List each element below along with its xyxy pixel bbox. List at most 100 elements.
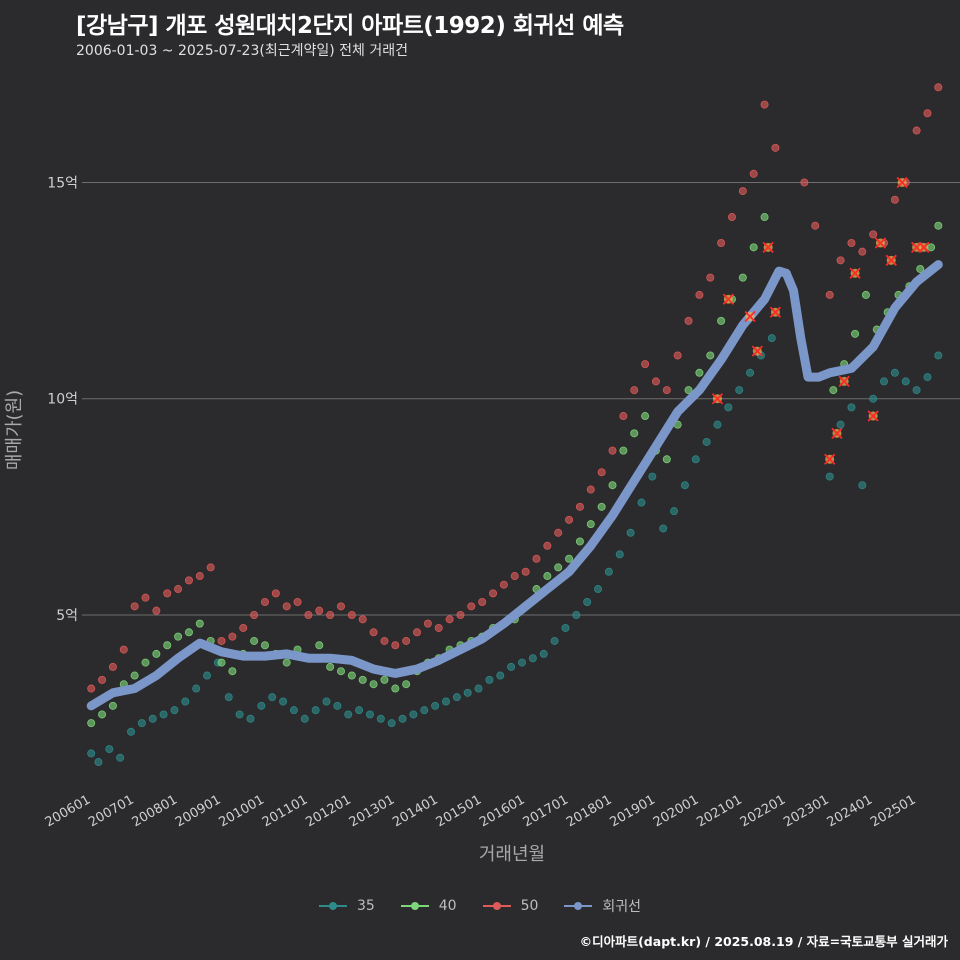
highlight-cross-b — [744, 310, 756, 323]
data-point-40 — [695, 368, 704, 377]
data-point-50 — [228, 632, 237, 641]
highlight-marker — [722, 293, 734, 305]
x-tick-label: 201601 — [477, 792, 527, 830]
data-point-35 — [344, 710, 353, 719]
data-point-50 — [423, 619, 432, 628]
legend-label-35: 35 — [356, 898, 375, 914]
data-point-35 — [127, 727, 136, 736]
data-point-40 — [108, 701, 117, 710]
data-point-50 — [836, 256, 845, 265]
data-point-50 — [239, 623, 248, 632]
data-point-35 — [257, 701, 266, 710]
data-point-50 — [87, 684, 96, 693]
data-point-50 — [326, 610, 335, 619]
data-point-35 — [322, 697, 331, 706]
highlight-marker — [824, 453, 836, 465]
highlight-cross-b — [896, 176, 908, 189]
data-point-35 — [539, 649, 548, 658]
legend-label-40: 40 — [438, 898, 457, 914]
highlight-cross-b — [824, 453, 836, 465]
data-point-35 — [159, 710, 168, 719]
data-point-50 — [141, 593, 150, 602]
data-point-35 — [847, 403, 856, 412]
data-point-50 — [684, 316, 693, 325]
data-point-35 — [224, 693, 233, 702]
data-point-35 — [836, 420, 845, 429]
data-point-35 — [869, 394, 878, 403]
legend-key-35 — [318, 896, 347, 916]
data-point-50 — [510, 572, 519, 581]
data-point-50 — [499, 580, 508, 589]
data-point-40 — [174, 632, 183, 641]
data-point-35 — [116, 753, 125, 762]
data-point-40 — [861, 290, 870, 299]
data-point-35 — [289, 706, 298, 715]
data-point-40 — [575, 537, 584, 546]
data-point-50 — [554, 528, 563, 537]
data-point-50 — [695, 290, 704, 299]
data-point-50 — [825, 290, 834, 299]
data-point-35 — [485, 675, 494, 684]
data-point-50 — [260, 598, 269, 607]
data-point-35 — [441, 697, 450, 706]
data-point-40 — [608, 481, 617, 490]
data-point-40 — [87, 719, 96, 728]
data-point-40 — [402, 680, 411, 689]
data-point-50 — [195, 572, 204, 581]
data-point-35 — [203, 671, 212, 680]
data-point-35 — [279, 697, 288, 706]
x-tick-label: 201101 — [260, 792, 310, 830]
data-point-40 — [749, 243, 758, 252]
highlight-marker — [769, 306, 782, 318]
data-point-35 — [507, 662, 516, 671]
data-point-40 — [130, 671, 139, 680]
x-tick-label: 201901 — [607, 792, 657, 830]
data-point-50 — [662, 386, 671, 395]
data-point-40 — [347, 671, 356, 680]
data-point-50 — [315, 606, 324, 615]
legend-item-50: 50 — [482, 896, 539, 916]
data-point-50 — [543, 541, 552, 550]
highlight-cross-b — [838, 375, 850, 388]
data-point-50 — [467, 602, 476, 611]
data-point-50 — [347, 610, 356, 619]
data-point-50 — [369, 628, 378, 637]
data-point-50 — [934, 83, 943, 92]
data-point-50 — [184, 576, 193, 585]
x-tick-label: 200601 — [43, 792, 93, 830]
data-point-40 — [260, 641, 269, 650]
data-point-35 — [615, 550, 624, 559]
data-point-35 — [858, 481, 867, 490]
data-point-40 — [641, 412, 650, 421]
data-point-35 — [670, 507, 679, 516]
legend-key-50 — [482, 896, 511, 916]
data-point-40 — [851, 329, 860, 338]
data-point-50 — [771, 143, 780, 152]
x-tick-label: 202401 — [825, 792, 875, 830]
x-tick-label: 202501 — [868, 792, 918, 830]
data-point-35 — [767, 334, 776, 343]
x-tick-label: 202201 — [738, 792, 788, 830]
highlight-marker — [711, 393, 724, 405]
data-point-50 — [402, 636, 411, 645]
data-point-35 — [474, 684, 483, 693]
data-point-50 — [641, 360, 650, 369]
regression-line — [86, 260, 943, 711]
highlight-cross-b — [831, 427, 843, 439]
data-point-35 — [890, 368, 899, 377]
data-point-50 — [858, 247, 867, 256]
data-point-50 — [532, 554, 541, 563]
data-point-40 — [380, 675, 389, 684]
data-point-40 — [250, 636, 259, 645]
data-point-40 — [586, 520, 595, 529]
data-point-50 — [336, 602, 345, 611]
data-point-50 — [811, 221, 820, 230]
y-axis-title: 매매가(원) — [4, 390, 25, 470]
data-point-50 — [250, 610, 259, 619]
data-point-35 — [148, 714, 157, 723]
x-tick-label: 200901 — [173, 792, 223, 830]
highlight-marker — [885, 254, 897, 266]
legend-label-50: 50 — [520, 898, 539, 914]
data-point-40 — [358, 675, 367, 684]
